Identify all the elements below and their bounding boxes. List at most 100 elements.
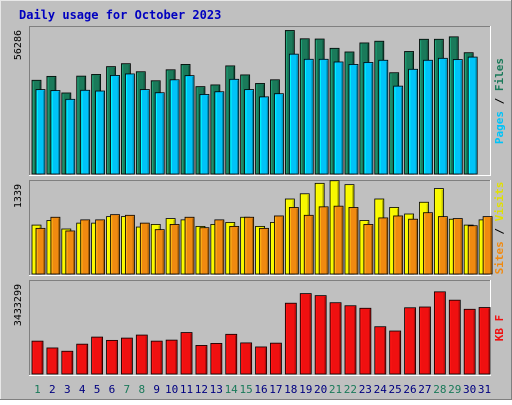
y-max-label: 1339 (13, 184, 24, 208)
bar-sites (169, 224, 180, 275)
x-tick-label: 1 (34, 383, 41, 396)
x-tick-label: 23 (359, 383, 372, 396)
bar-sites (452, 218, 463, 275)
bar-sites (35, 227, 46, 275)
bar-pages (303, 58, 314, 175)
bar-pages (35, 89, 46, 175)
bar-pages (229, 78, 240, 175)
legend-separator: / (493, 91, 506, 111)
panel-sites-visits: 1339 Sites / Visits (13, 180, 506, 276)
x-tick-label: 8 (138, 383, 145, 396)
bar-pages (274, 93, 284, 175)
bar-sites (139, 222, 150, 275)
bar-pages (214, 91, 225, 175)
bar-pages (408, 68, 418, 175)
x-tick-label: 24 (374, 383, 388, 396)
bar-pages (65, 98, 76, 175)
bar-kb-f (165, 339, 178, 375)
legend-sites: Sites (493, 241, 506, 274)
bar-kb-f (76, 343, 89, 375)
bar-sites (482, 216, 493, 275)
x-tick-label: 21 (329, 383, 342, 396)
x-tick-label: 18 (284, 383, 297, 396)
bar-kb-f (299, 293, 312, 375)
bar-kb-f (240, 342, 253, 375)
bar-sites (423, 212, 433, 275)
bar-kb-f (433, 291, 446, 375)
bar-kb-f (404, 307, 416, 375)
bar-sites (214, 219, 225, 275)
bar-pages (259, 96, 269, 175)
bar-pages (288, 53, 299, 175)
x-tick-label: 6 (109, 383, 116, 396)
bar-pages (125, 73, 135, 175)
bar-kb-f (210, 343, 223, 375)
bar-pages (423, 59, 433, 175)
bar-pages (95, 90, 106, 175)
x-tick-label: 7 (124, 383, 131, 396)
bar-kb-f (419, 306, 431, 375)
bar-sites (259, 227, 269, 275)
bar-sites (318, 206, 329, 275)
x-tick-label: 10 (165, 383, 178, 396)
legend-visits: Visits (493, 182, 506, 222)
bar-kb-f (270, 342, 282, 375)
bar-pages (244, 89, 255, 175)
x-tick-label: 11 (180, 383, 193, 396)
x-tick-label: 2 (49, 383, 56, 396)
bar-sites (408, 218, 418, 275)
bar-pages (50, 90, 61, 175)
bar-kb-f (31, 340, 44, 375)
bar-sites (244, 216, 255, 275)
bar-pages (437, 57, 448, 175)
bar-kb-f (106, 339, 118, 375)
bar-kb-f (448, 299, 461, 375)
bar-sites (303, 214, 314, 275)
x-tick-label: 30 (463, 383, 476, 396)
bar-pages (169, 79, 180, 175)
x-tick-label: 22 (344, 383, 357, 396)
bar-kb-f (180, 332, 193, 375)
bar-pages (333, 61, 344, 175)
x-tick-label: 16 (254, 383, 267, 396)
bar-sites (393, 215, 404, 275)
bar-kb-f (61, 350, 74, 375)
legend-files: Files (493, 58, 506, 91)
bar-pages (452, 59, 463, 175)
bar-pages (378, 59, 389, 175)
bar-kb-f (225, 333, 238, 375)
bar-kb-f (463, 308, 476, 375)
x-tick-label: 4 (79, 383, 86, 396)
x-tick-label: 15 (239, 383, 252, 396)
bar-pages (467, 56, 478, 175)
bar-kb-f (374, 326, 387, 375)
bar-pages (184, 75, 195, 175)
x-tick-label: 19 (299, 383, 312, 396)
x-tick-label: 29 (448, 383, 461, 396)
x-tick-label: 20 (314, 383, 327, 396)
bar-kb-f (195, 345, 208, 375)
legend-pages: Pages (493, 111, 506, 144)
x-tick-label: 25 (389, 383, 402, 396)
bar-sites (467, 225, 478, 275)
legend-separator: / (493, 221, 506, 241)
bar-kb-f (344, 305, 357, 375)
bar-kb-f (121, 337, 133, 375)
bar-pages (154, 92, 165, 175)
bar-kb-f (91, 336, 104, 375)
panel-kbf: 3433299 KB F (13, 280, 506, 376)
x-tick-label: 26 (403, 383, 416, 396)
bar-kb-f (135, 334, 148, 375)
chart-title: Daily usage for October 2023 (19, 8, 221, 22)
bar-sites (110, 214, 120, 275)
bar-sites (437, 216, 448, 275)
x-tick-label: 27 (418, 383, 431, 396)
bar-sites (65, 230, 76, 275)
x-tick-label: 9 (153, 383, 160, 396)
x-tick-label: 31 (478, 383, 491, 396)
x-tick-label: 3 (64, 383, 71, 396)
x-tick-label: 17 (269, 383, 282, 396)
panel-pages-files: 56286 Pages / Files (13, 26, 506, 176)
